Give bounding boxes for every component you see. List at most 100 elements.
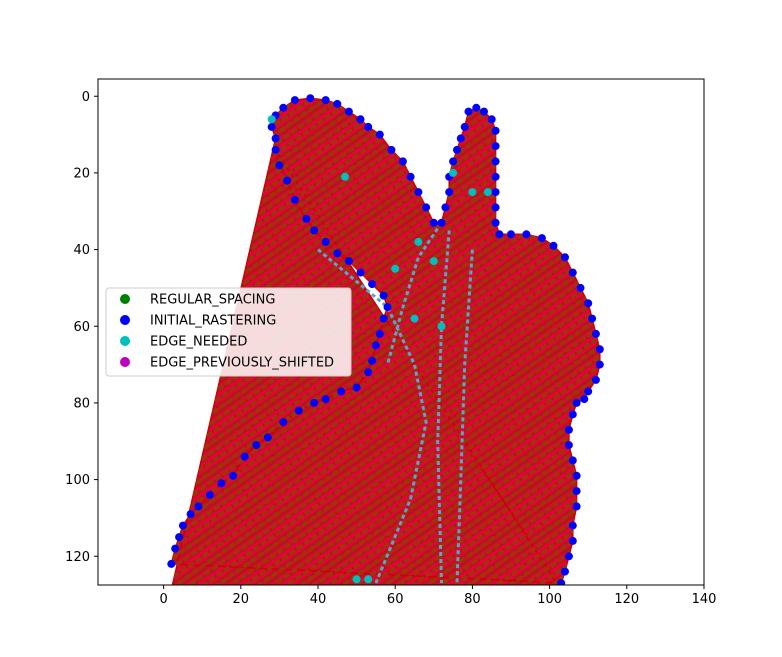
- initial-rastering-point: [283, 176, 292, 185]
- initial-rastering-point: [568, 536, 577, 545]
- initial-rastering-point: [453, 145, 461, 154]
- edge-needed-point: [352, 575, 361, 584]
- initial-rastering-point: [491, 142, 500, 151]
- initial-rastering-point: [595, 345, 604, 354]
- initial-rastering-point: [564, 552, 573, 561]
- initial-rastering-point: [375, 329, 384, 338]
- axes-frame: [97, 78, 705, 586]
- initial-rastering-point: [271, 134, 280, 143]
- initial-rastering-point: [333, 249, 342, 258]
- initial-rastering-point: [456, 134, 465, 143]
- initial-rastering-point: [437, 218, 446, 227]
- edge-needed-point: [391, 264, 400, 273]
- initial-rastering-point: [267, 122, 276, 131]
- initial-rastering-point: [333, 99, 342, 108]
- initial-rastering-point: [441, 203, 450, 212]
- bunny-body-dashes: [171, 98, 600, 585]
- initial-rastering-point: [344, 257, 353, 266]
- initial-rastering-point: [387, 145, 396, 154]
- y-tick-label: 80: [73, 396, 90, 411]
- x-tick-label: 80: [464, 592, 481, 607]
- initial-rastering-point: [364, 122, 373, 131]
- initial-rastering-point: [507, 230, 515, 239]
- legend-marker: [120, 294, 130, 304]
- initial-rastering-point: [572, 471, 581, 480]
- initial-rastering-point: [491, 218, 500, 227]
- initial-rastering-point: [186, 510, 195, 519]
- initial-rastering-point: [205, 490, 214, 499]
- initial-rastering-point: [572, 398, 581, 407]
- initial-rastering-point: [588, 314, 597, 323]
- y-tick-label: 20: [73, 166, 90, 181]
- initial-rastering-point: [561, 567, 569, 576]
- initial-rastering-point: [487, 115, 496, 124]
- y-axis: 0 20 40 60 80 100 120: [65, 90, 98, 565]
- initial-rastering-point: [310, 398, 319, 407]
- initial-rastering-point: [321, 395, 330, 404]
- initial-rastering-point: [279, 418, 288, 427]
- legend-marker: [120, 357, 130, 367]
- initial-rastering-point: [306, 94, 315, 103]
- scatter-points: [167, 94, 604, 585]
- initial-rastering-point: [252, 441, 261, 450]
- initial-rastering-point: [290, 195, 299, 204]
- initial-rastering-point: [480, 107, 488, 116]
- x-tick-label: 100: [537, 592, 562, 607]
- edge-seam-0: [317, 248, 428, 584]
- initial-rastering-point: [356, 115, 365, 124]
- edge-needed-point: [341, 172, 349, 181]
- edge-needed-point: [267, 115, 276, 124]
- initial-rastering-point: [194, 502, 203, 511]
- initial-rastering-point: [522, 230, 531, 239]
- initial-rastering-point: [310, 226, 319, 235]
- initial-rastering-point: [429, 218, 438, 227]
- x-axis: 0 20 40 60 80 100 120 140: [159, 585, 716, 607]
- initial-rastering-point: [491, 157, 500, 166]
- initial-rastering-point: [279, 103, 288, 112]
- initial-rastering-point: [491, 188, 500, 197]
- initial-rastering-point: [368, 356, 377, 365]
- legend-marker: [120, 336, 130, 346]
- legend-box: [105, 287, 352, 377]
- initial-rastering-point: [572, 487, 581, 496]
- initial-rastering-point: [564, 425, 573, 434]
- legend: REGULAR_SPACING INITIAL_RASTERING EDGE_NEE…: [105, 287, 352, 377]
- edge-needed-point: [468, 188, 477, 197]
- edge-needed-point: [414, 237, 423, 246]
- y-tick-label: 0: [82, 90, 90, 105]
- initial-rastering-point: [414, 188, 423, 197]
- edge-needed-point: [364, 575, 373, 584]
- initial-rastering-point: [591, 375, 600, 384]
- initial-rastering-point: [595, 360, 604, 369]
- x-tick-label: 20: [233, 592, 250, 607]
- initial-rastering-point: [229, 471, 238, 480]
- initial-rastering-point: [398, 157, 407, 166]
- initial-rastering-point: [491, 203, 500, 212]
- initial-rastering-point: [549, 241, 558, 250]
- edge-seam-1: [436, 230, 451, 584]
- initial-rastering-point: [537, 234, 546, 243]
- initial-rastering-point: [568, 410, 577, 419]
- initial-rastering-point: [344, 107, 353, 116]
- initial-rastering-point: [364, 368, 373, 377]
- initial-rastering-point: [275, 161, 284, 170]
- initial-rastering-point: [356, 268, 365, 277]
- y-tick-label: 120: [65, 550, 90, 565]
- initial-rastering-point: [294, 406, 303, 415]
- initial-rastering-point: [445, 188, 454, 197]
- edge-needed-point: [437, 322, 446, 331]
- initial-rastering-point: [175, 533, 184, 542]
- initial-rastering-point: [557, 579, 566, 585]
- bunny-fill: [170, 97, 601, 585]
- initial-rastering-point: [337, 387, 346, 396]
- initial-rastering-point: [568, 268, 577, 277]
- legend-label: REGULAR_SPACING: [150, 293, 275, 308]
- initial-rastering-point: [584, 387, 593, 396]
- initial-rastering-point: [422, 203, 431, 212]
- x-tick-label: 120: [614, 592, 639, 607]
- initial-rastering-point: [561, 253, 569, 262]
- initial-rastering-point: [383, 303, 392, 312]
- edge-needed-point: [429, 257, 438, 266]
- initial-rastering-point: [217, 479, 226, 488]
